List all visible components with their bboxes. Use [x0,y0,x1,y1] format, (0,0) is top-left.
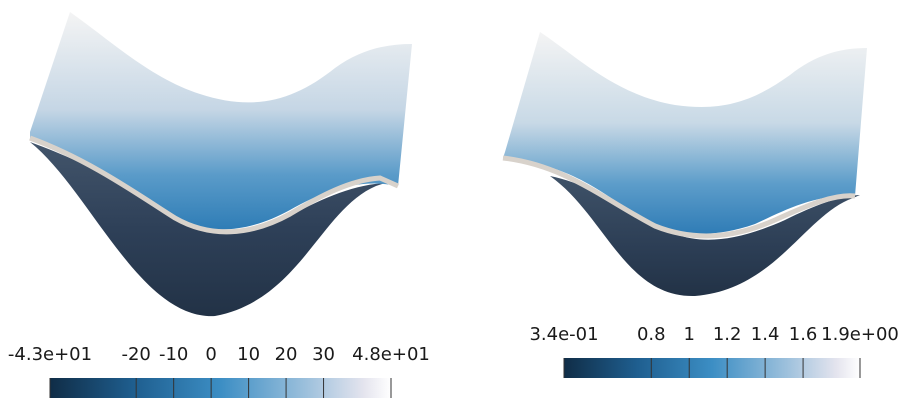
right-sheet-surface [503,32,867,234]
colorbar-tick-label: -4.3e+01 [7,344,93,365]
colorbar-tick-label: 0.8 [636,324,666,345]
colorbar-tick-label: 1.2 [712,324,742,345]
colorbar-tick-label: 30 [312,344,335,365]
colorbar-tick-label: 1 [683,324,695,345]
right-surface-render [502,32,867,378]
left-surface-render [29,12,412,398]
colorbar-tick-label: 0 [205,344,217,365]
right-rim [502,155,856,239]
left-colorbar [50,378,391,398]
right-bowl-surface [550,176,860,297]
colorbar-tick-label: 1.9e+00 [821,324,899,345]
left-rim [29,135,400,235]
colorbar-tick-label: 20 [274,344,298,365]
colorbar-tick-label: -10 [158,344,189,365]
left-sheet-surface [30,12,412,230]
right-colorbar-ticks [563,358,861,378]
colorbar-tick-label: 4.8e+01 [352,344,430,365]
right-colorbar [564,358,860,378]
colorbar-tick-label: 3.4e-01 [529,324,599,345]
colorbar-tick-label: 1.6 [788,324,818,345]
left-bowl-surface [30,142,385,317]
colorbar-tick-label: 10 [237,344,261,365]
colorbar-tick-label: 1.4 [750,324,780,345]
colorbar-tick-label: -20 [121,344,151,365]
right-plot: 3.4e-01 0.8 1 1.2 1.4 1.6 1.9e+00 [455,0,909,399]
left-colorbar-ticks [49,378,392,398]
left-plot: -4.3e+01 -20 -10 0 10 20 30 4.8e+01 [7,12,430,398]
